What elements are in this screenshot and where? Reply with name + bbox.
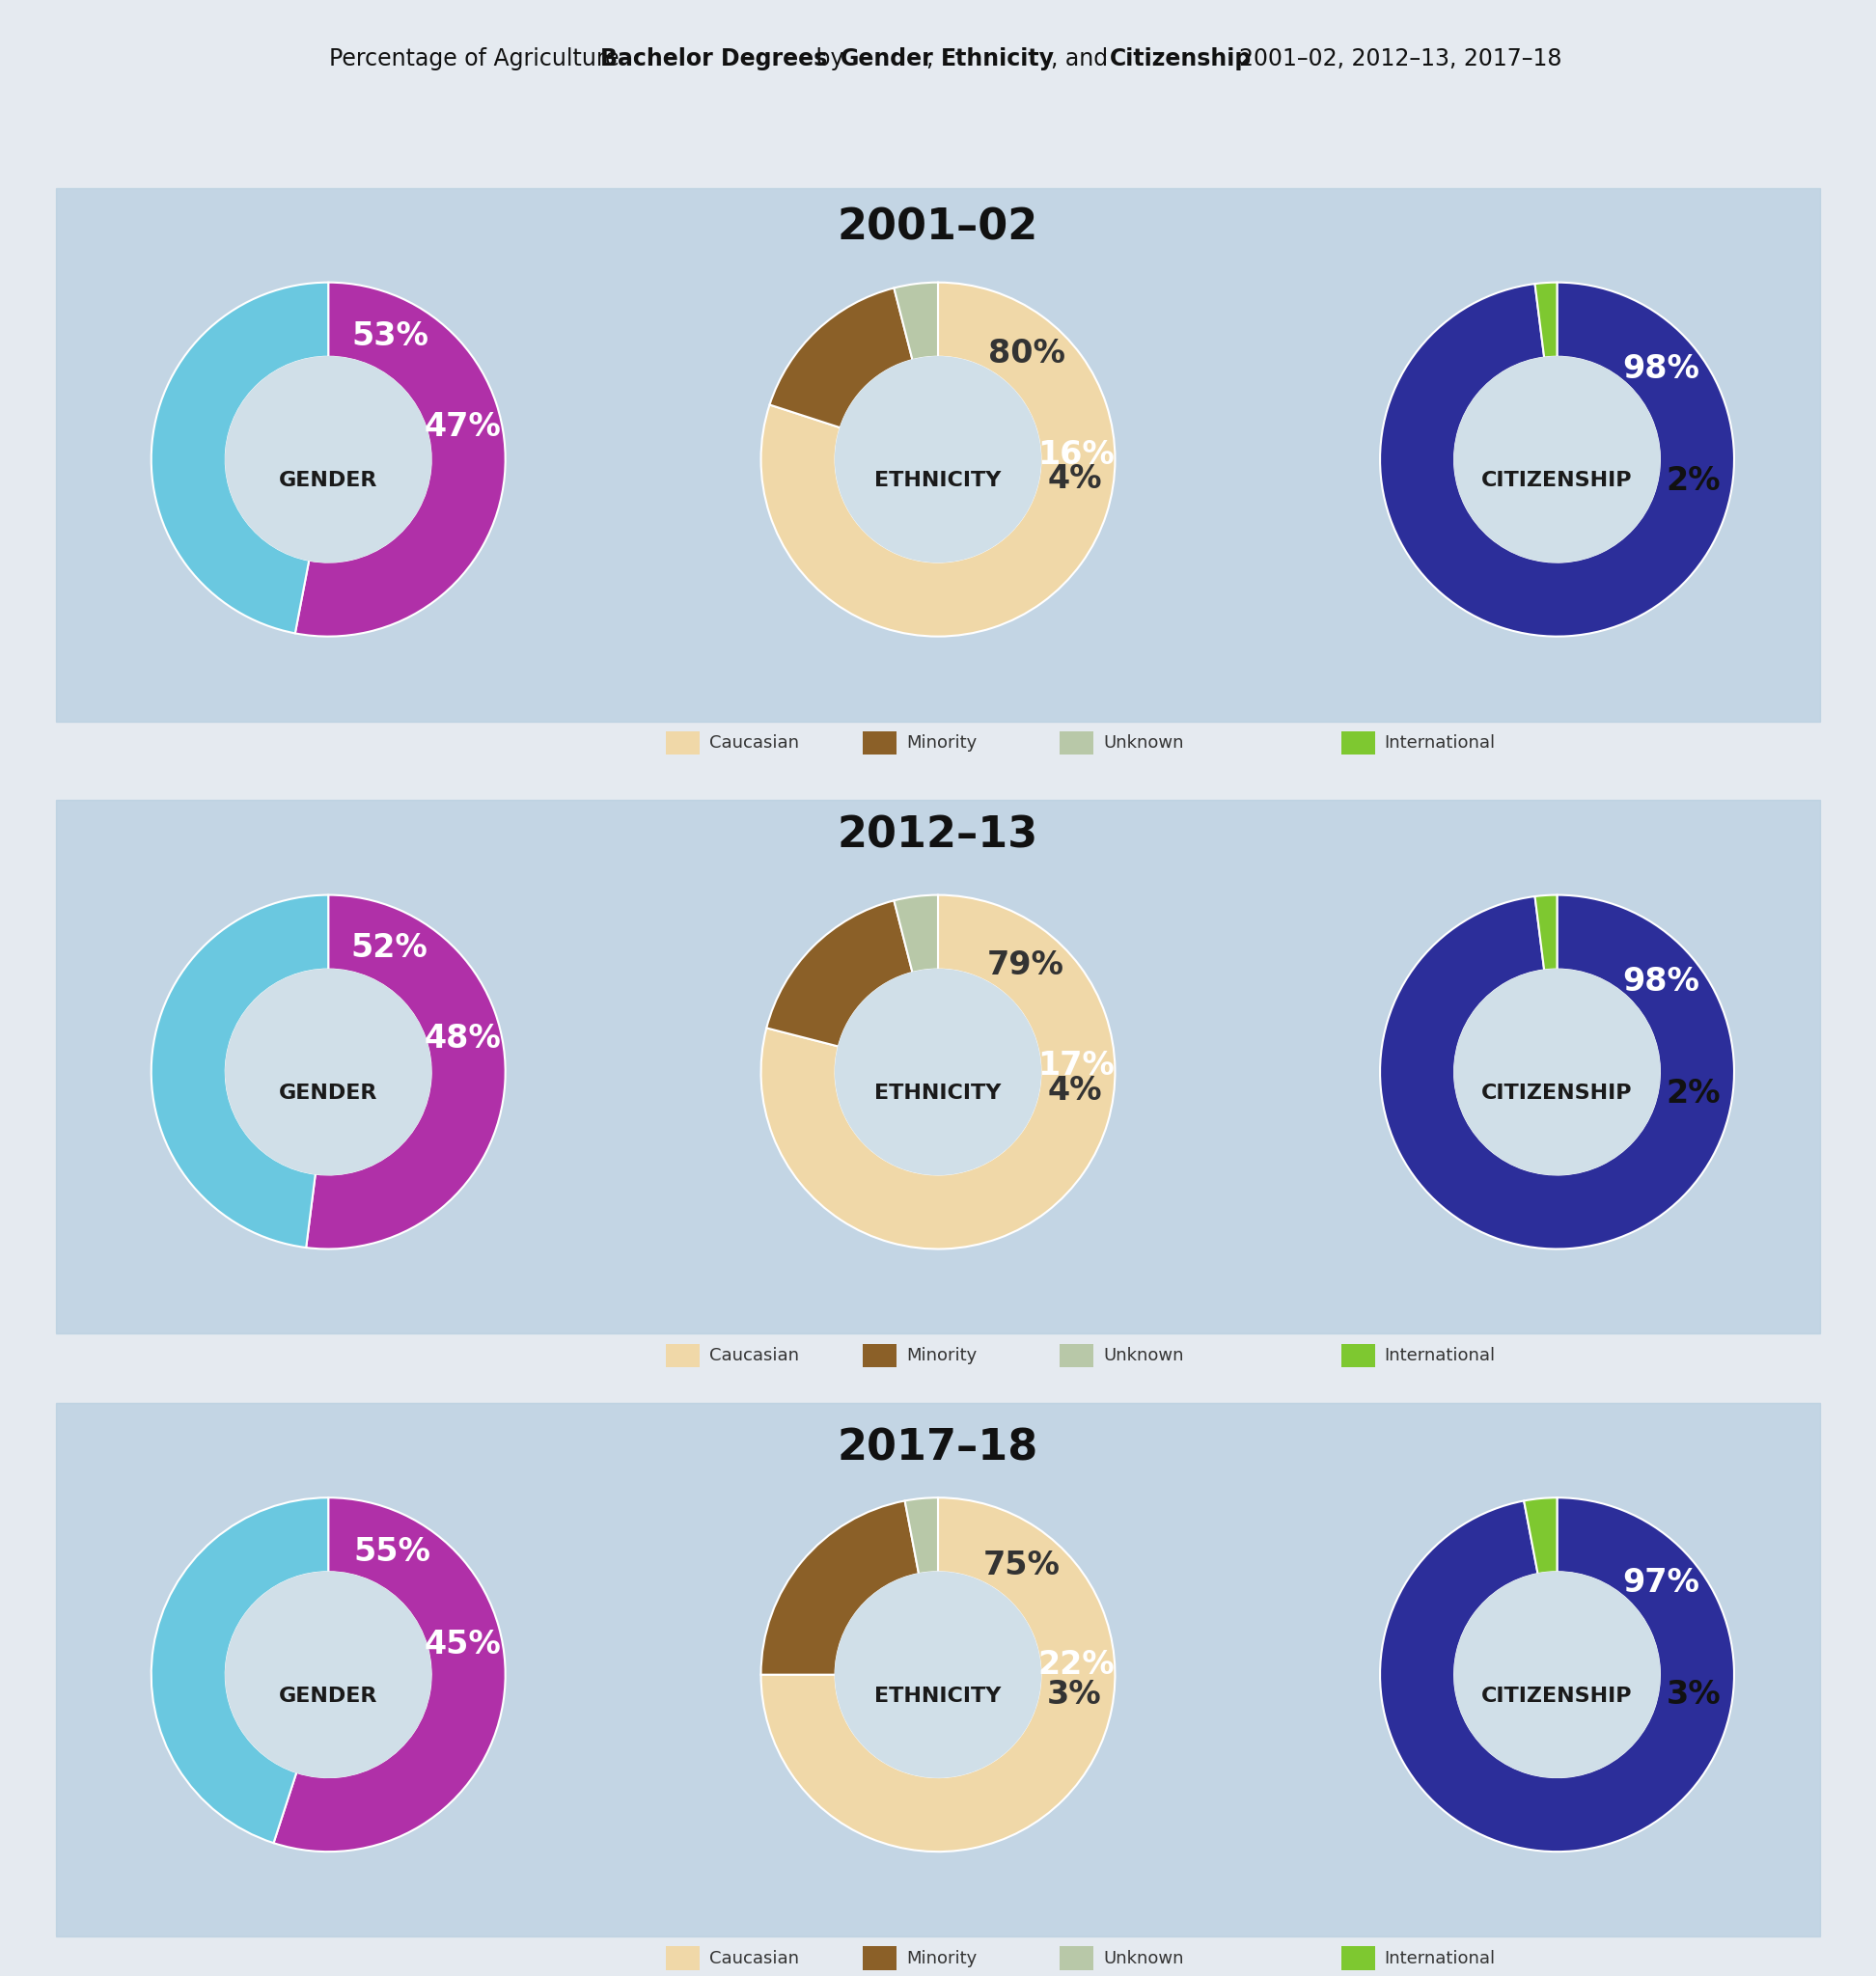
Text: by: by	[809, 47, 852, 71]
Wedge shape	[895, 283, 938, 360]
Text: Bachelor Degrees: Bachelor Degrees	[600, 47, 827, 71]
Circle shape	[225, 970, 431, 1174]
Text: 80%: 80%	[989, 338, 1066, 370]
Text: 98%: 98%	[1623, 354, 1700, 385]
Wedge shape	[1535, 895, 1557, 970]
Text: 2001–02, 2012–13, 2017–18: 2001–02, 2012–13, 2017–18	[1225, 47, 1561, 71]
Wedge shape	[762, 1502, 919, 1674]
Text: Unknown: Unknown	[1103, 735, 1184, 751]
Text: Minority: Minority	[906, 735, 977, 751]
Text: Caucasian: Caucasian	[709, 1348, 799, 1363]
Wedge shape	[274, 1498, 505, 1852]
Text: CITIZENSHIP: CITIZENSHIP	[1482, 470, 1632, 490]
Text: GENDER: GENDER	[280, 1686, 377, 1705]
Wedge shape	[762, 283, 1114, 636]
Wedge shape	[152, 1498, 328, 1844]
Wedge shape	[1523, 1498, 1557, 1573]
Text: 2001–02: 2001–02	[837, 207, 1039, 247]
Text: 22%: 22%	[1037, 1650, 1114, 1682]
Wedge shape	[1381, 283, 1733, 636]
Wedge shape	[306, 895, 505, 1249]
Circle shape	[835, 358, 1041, 561]
Circle shape	[835, 1573, 1041, 1776]
Text: 16%: 16%	[1037, 439, 1114, 470]
Text: Minority: Minority	[906, 1950, 977, 1966]
Text: 4%: 4%	[1047, 1075, 1101, 1107]
Wedge shape	[152, 283, 328, 632]
Text: 52%: 52%	[351, 933, 428, 964]
Wedge shape	[295, 283, 505, 636]
Text: CITIZENSHIP: CITIZENSHIP	[1482, 1083, 1632, 1103]
Text: 2%: 2%	[1666, 464, 1720, 496]
Wedge shape	[1535, 283, 1557, 358]
Text: ETHNICITY: ETHNICITY	[874, 1686, 1002, 1705]
Wedge shape	[769, 288, 912, 427]
Text: Caucasian: Caucasian	[709, 1950, 799, 1966]
Circle shape	[225, 358, 431, 561]
Text: 3%: 3%	[1666, 1680, 1720, 1711]
Text: 55%: 55%	[353, 1535, 431, 1569]
Text: ,: ,	[927, 47, 940, 71]
Circle shape	[1454, 1573, 1660, 1776]
Text: 79%: 79%	[987, 950, 1064, 982]
Text: Ethnicity: Ethnicity	[940, 47, 1054, 71]
Wedge shape	[767, 901, 912, 1047]
Text: 75%: 75%	[983, 1549, 1060, 1581]
Text: International: International	[1384, 1348, 1495, 1363]
Text: Unknown: Unknown	[1103, 1348, 1184, 1363]
Text: International: International	[1384, 735, 1495, 751]
Text: Unknown: Unknown	[1103, 1950, 1184, 1966]
Circle shape	[1454, 970, 1660, 1174]
Text: 2012–13: 2012–13	[837, 816, 1039, 856]
Wedge shape	[762, 1498, 1114, 1852]
Text: Percentage of Agriculture: Percentage of Agriculture	[328, 47, 627, 71]
Circle shape	[1454, 358, 1660, 561]
Text: GENDER: GENDER	[280, 470, 377, 490]
Wedge shape	[152, 895, 328, 1247]
Wedge shape	[895, 895, 938, 972]
Text: CITIZENSHIP: CITIZENSHIP	[1482, 1686, 1632, 1705]
Text: 3%: 3%	[1047, 1680, 1101, 1711]
Text: GENDER: GENDER	[280, 1083, 377, 1103]
Text: 48%: 48%	[424, 1024, 501, 1055]
Wedge shape	[762, 895, 1114, 1249]
Text: 45%: 45%	[424, 1628, 501, 1660]
Text: 17%: 17%	[1037, 1049, 1114, 1083]
Text: 4%: 4%	[1047, 462, 1101, 494]
Text: 2%: 2%	[1666, 1077, 1720, 1109]
Text: International: International	[1384, 1950, 1495, 1966]
Text: , and: , and	[1051, 47, 1116, 71]
Wedge shape	[1381, 1498, 1733, 1852]
Text: Caucasian: Caucasian	[709, 735, 799, 751]
Wedge shape	[904, 1498, 938, 1573]
Text: ETHNICITY: ETHNICITY	[874, 470, 1002, 490]
Text: Citizenship: Citizenship	[1111, 47, 1251, 71]
Circle shape	[225, 1573, 431, 1776]
Text: ETHNICITY: ETHNICITY	[874, 1083, 1002, 1103]
Text: 2017–18: 2017–18	[837, 1429, 1039, 1468]
Circle shape	[835, 970, 1041, 1174]
Text: 98%: 98%	[1623, 966, 1700, 998]
Text: Gender: Gender	[840, 47, 934, 71]
Text: 47%: 47%	[424, 411, 501, 443]
Text: 97%: 97%	[1623, 1567, 1700, 1599]
Text: 53%: 53%	[351, 320, 428, 352]
Wedge shape	[1381, 895, 1733, 1249]
Text: Minority: Minority	[906, 1348, 977, 1363]
